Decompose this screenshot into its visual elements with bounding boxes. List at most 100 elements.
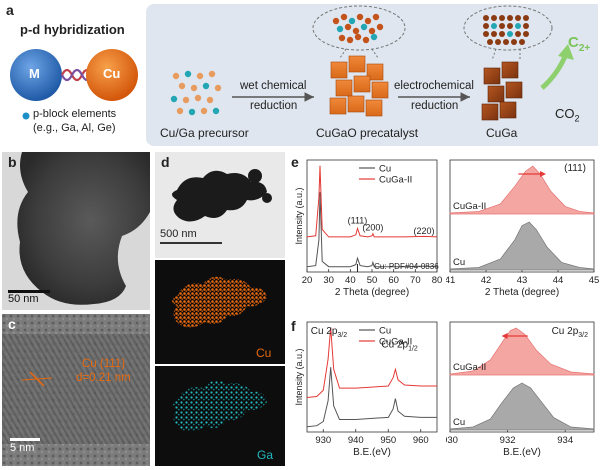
legend-label-cu: Cu [379,164,391,175]
x-axis-label: 2 Theta (degree) [485,287,559,298]
y-axis-label: Intensity (a.u.) [294,348,304,405]
series-label-cuga-ii: CuGa-II [453,362,486,373]
series-label-cu: Cu [453,417,465,428]
series-line-cu [306,192,438,268]
m-sphere-label: M [29,66,40,81]
scale-bar-d [160,242,222,244]
plot-frame [306,159,438,273]
lattice-label-line2: d=0.21 nm [76,372,131,384]
precatalyst-label: CuGaO precatalyst [316,126,419,140]
synthesis-scheme [170,5,574,121]
co2-to-c2-arrow [540,53,569,90]
x-tick-label: 50 [367,275,378,286]
cuga-zoom-bubble [463,5,553,51]
pd-hybridization-title: p-d hybridization [20,22,125,37]
x-tick-label: 30 [323,275,334,286]
series-area-cu [449,382,595,431]
x-tick-label: 60 [388,275,399,286]
precursor-dots [170,70,222,116]
c2-product-sub: 2+ [578,43,591,54]
hrtem-image-c [2,314,150,466]
shift-arrow-head [540,171,546,177]
x-tick-label: 80 [432,275,443,286]
series-area-cuga-ii [449,327,595,376]
tem-image-b [2,152,150,310]
cu-sphere-label: Cu [103,66,121,81]
x-axis-label: 2 Theta (degree) [335,287,409,298]
scale-bar-c-label: 5 nm [10,442,35,454]
legend-label-cuga-ii: CuGa-II [379,337,412,348]
plot-frame [449,321,595,433]
x-tick-label: 934 [557,435,573,446]
eds-map-ga [155,366,285,466]
legend-label-cu: Cu [379,326,391,337]
series-label-cuga-ii: CuGa-II [453,201,486,212]
scale-bar-b-label: 50 nm [8,293,39,305]
cuga-cubes [481,61,523,121]
m-sphere [10,49,62,101]
series-area-cuga-ii [449,165,595,215]
shift-arrow-head [501,333,508,339]
xrd-zoom-chart: 41 42 43 44 45 2 Theta (degree) CuGa-II Cu (111) [446,159,600,298]
scale-bar-c [10,438,40,441]
c2-product-label: C2+ [568,34,590,54]
x-axis-label: B.E.(eV) [353,447,391,458]
eds-map-cu [155,260,285,364]
precatalyst-zoom-bubble [312,5,406,51]
x-tick-label: 932 [500,435,516,446]
peak-label-220: (220) [413,226,434,236]
p-block-legend-line2: (e.g., Ga, Al, Ge) [33,122,116,134]
precatalyst-atoms [332,13,384,44]
plot-frame [306,321,438,433]
particle-aggregate [17,152,150,305]
y-axis-label: Intensity (a.u.) [294,187,304,244]
co2-main: CO [555,106,575,121]
x-tick-label: 42 [481,275,492,286]
x-tick-label: 20 [302,275,313,286]
p-block-dot-icon [22,112,30,120]
series-line-cuga-ii [306,165,438,238]
catalyst-particles [172,170,267,222]
panel-b-letter: b [8,154,17,170]
panel-f-letter: f [291,318,296,334]
precatalyst-cubes [329,55,389,117]
c2-product-main: C [568,34,579,51]
x-tick-label: 960 [413,435,429,446]
scale-bar-d-label: 500 nm [160,228,197,240]
xps-zoom-chart: 930 932 934 B.E.(eV) CuGa-II Cu Cu 2p3/2 [446,321,595,458]
electrochemical-label-top: electrochemical [394,80,474,92]
x-axis-label: B.E.(eV) [503,447,541,458]
x-tick-label: 45 [589,275,600,286]
series-label-cu: Cu [453,257,465,268]
p-block-legend-line1: p-block elements [33,108,117,120]
panel-d-letter: d [161,154,170,170]
eds-cu-label: Cu [256,346,272,360]
x-tick-label: 950 [380,435,396,446]
x-tick-label: 40 [345,275,356,286]
x-tick-label: 930 [315,435,331,446]
precursor-label: Cu/Ga precursor [160,126,249,140]
series-area-cu [449,221,595,271]
panel-c-letter: c [8,316,16,332]
annotation-2p32: Cu 2p3/2 [552,326,589,339]
wet-chemical-label-bottom: reduction [250,100,298,112]
peak-label-2p12: Cu 2p1/2 [381,339,418,352]
peak-label-200: (200) [362,223,383,233]
peak-label-2p32: Cu 2p3/2 [311,326,348,339]
series-line-cu [306,367,437,428]
x-tick-label: 44 [553,275,564,286]
cu-sphere [86,49,138,101]
panel-e-letter: e [291,154,299,170]
electrochemical-label-bottom: reduction [411,100,459,112]
hybridization-spheres [10,49,138,101]
peak-label-111: (111) [348,215,368,225]
cuga-label: CuGa [486,126,518,140]
panel-a-letter: a [6,2,14,18]
x-tick-label: 41 [446,275,455,286]
wet-chemical-label-top: wet chemical [240,80,307,92]
legend-label-cuga-ii: CuGa-II [379,175,412,186]
co2-label: CO2 [555,106,580,124]
x-tick-label: 940 [348,435,364,446]
x-tick-label: 43 [517,275,528,286]
